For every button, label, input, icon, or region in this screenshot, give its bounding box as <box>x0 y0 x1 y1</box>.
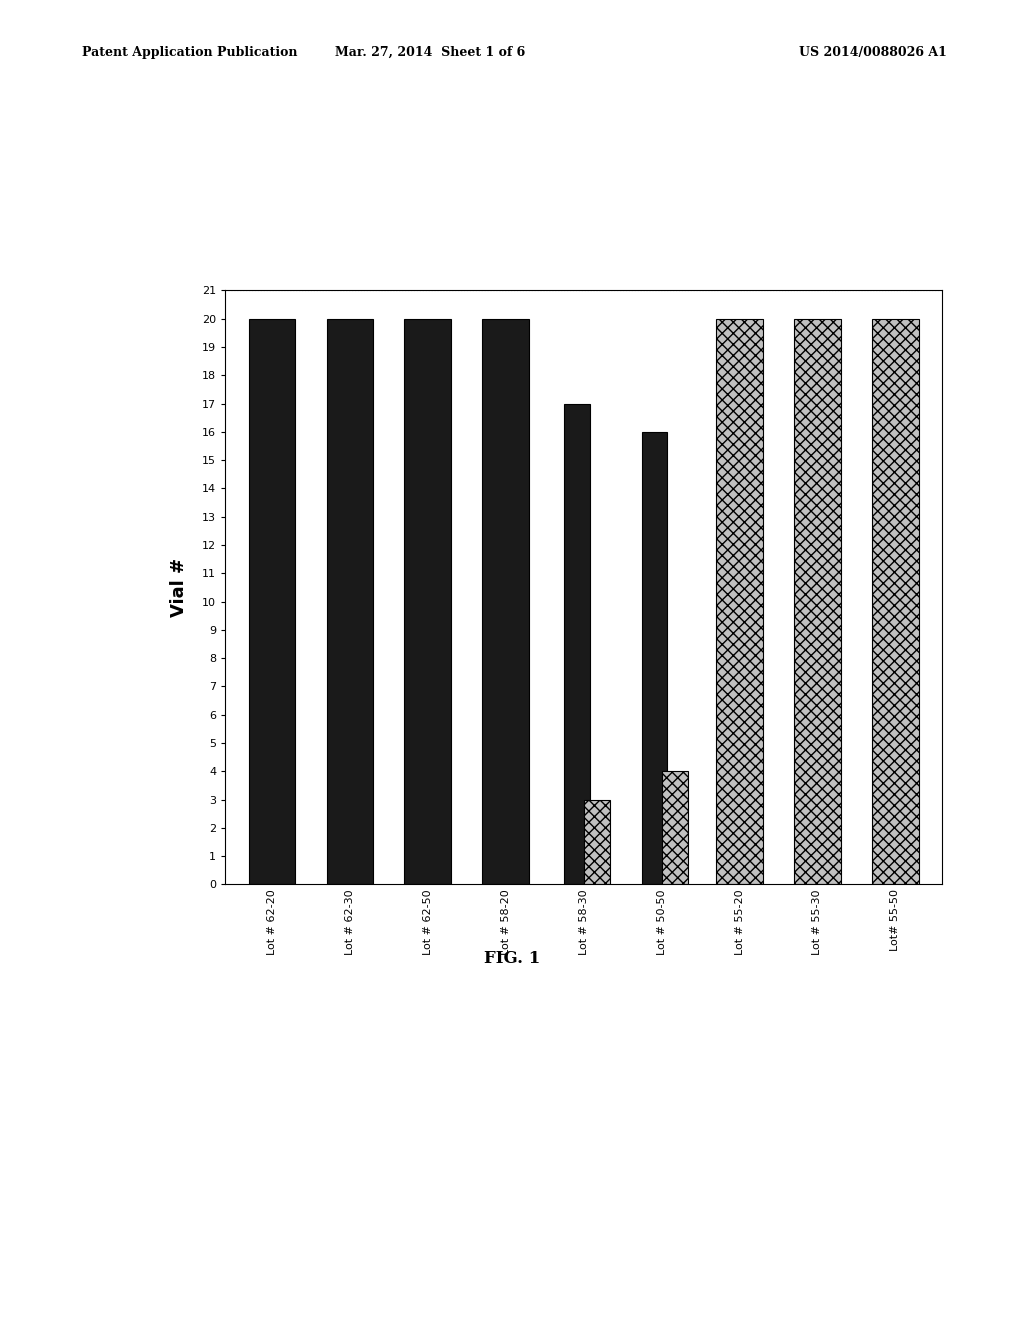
Bar <box>482 318 529 884</box>
Text: Mar. 27, 2014  Sheet 1 of 6: Mar. 27, 2014 Sheet 1 of 6 <box>335 46 525 59</box>
Bar <box>642 432 668 884</box>
Bar <box>716 318 763 884</box>
Bar <box>794 318 841 884</box>
Text: FIG. 1: FIG. 1 <box>484 950 540 968</box>
Bar <box>564 404 590 884</box>
Y-axis label: Vial #: Vial # <box>170 558 188 616</box>
Bar <box>327 318 374 884</box>
Bar <box>249 318 295 884</box>
Bar <box>872 318 919 884</box>
Bar <box>404 318 452 884</box>
Text: Patent Application Publication: Patent Application Publication <box>82 46 297 59</box>
Text: US 2014/0088026 A1: US 2014/0088026 A1 <box>799 46 946 59</box>
Bar <box>584 800 609 884</box>
Bar <box>662 771 687 884</box>
